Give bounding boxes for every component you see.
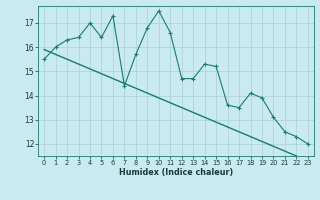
X-axis label: Humidex (Indice chaleur): Humidex (Indice chaleur) [119,168,233,177]
